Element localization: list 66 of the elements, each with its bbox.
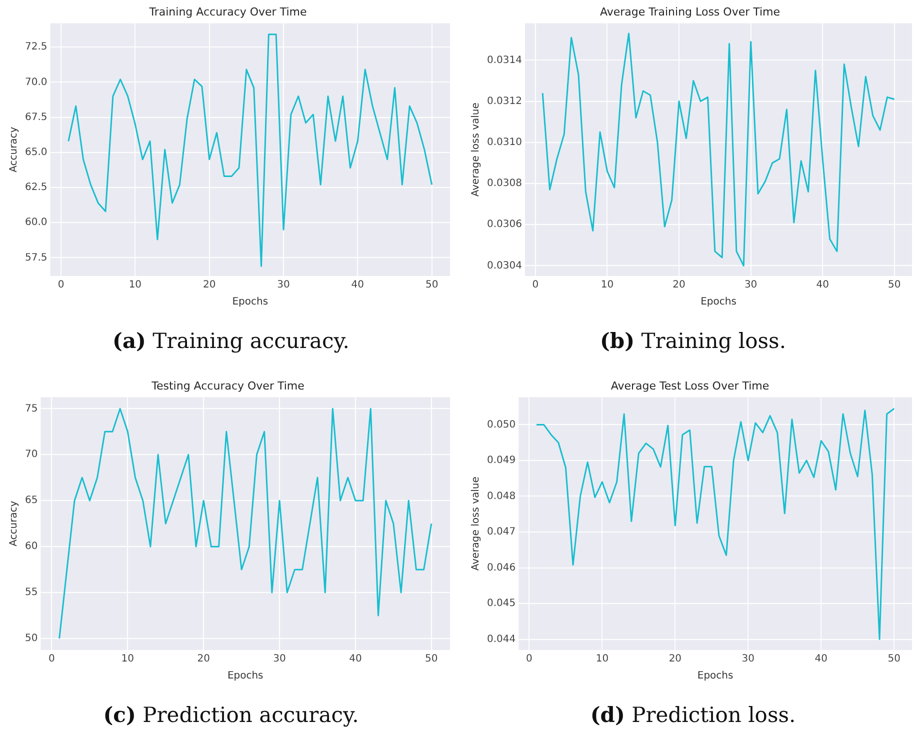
y-tick-label: 0.0306 (486, 219, 522, 230)
y-tick-label: 0.050 (486, 418, 516, 430)
x-tick-label: 10 (128, 280, 142, 291)
x-tick-label: 20 (672, 280, 686, 291)
chart-title: Average Training Loss Over Time (600, 5, 780, 18)
y-tick-label: 70 (24, 448, 38, 460)
y-tick-label: 0.0308 (486, 178, 522, 190)
text: (c) Prediction accuracy. (103, 702, 359, 726)
x-tick-label: 10 (596, 653, 609, 664)
x-tick-label: 30 (742, 653, 755, 664)
y-tick-label: 60 (24, 540, 38, 552)
y-axis-title: Average loss value (470, 476, 482, 570)
y-tick-label: 55 (24, 586, 38, 598)
y-tick-label: 57.5 (25, 252, 48, 264)
y-tick-label: 0.0312 (486, 96, 522, 107)
y-tick-label: 60.0 (25, 217, 48, 228)
x-axis-title: Epochs (700, 296, 736, 308)
x-tick-label: 40 (816, 280, 829, 291)
x-tick-label: 30 (277, 280, 290, 291)
y-tick-label: 72.5 (25, 42, 48, 53)
chart-title: Training Accuracy Over Time (148, 5, 307, 18)
x-tick-label: 50 (888, 653, 900, 664)
text: (d) Prediction loss. (590, 702, 796, 726)
y-axis-title: Accuracy (8, 126, 20, 172)
y-tick-label: 0.047 (486, 526, 516, 538)
x-tick-label: 30 (744, 280, 758, 291)
y-tick-label: 0.045 (486, 598, 516, 609)
y-tick-label: 0.0310 (486, 137, 522, 148)
x-tick-label: 20 (202, 280, 216, 291)
y-tick-label: 0.049 (486, 454, 516, 466)
y-tick-label: 70.0 (25, 76, 48, 88)
x-tick-label: 0 (526, 653, 532, 664)
x-tick-label: 50 (888, 280, 901, 291)
x-tick-label: 0 (48, 653, 55, 664)
y-tick-label: 65 (24, 494, 38, 506)
chart-title: Testing Accuracy Over Time (150, 378, 305, 392)
x-tick-label: 50 (425, 653, 438, 664)
x-tick-label: 30 (273, 653, 286, 664)
chart-title: Average Test Loss Over Time (610, 378, 770, 392)
y-tick-label: 0.044 (486, 633, 516, 644)
y-tick-label: 0.048 (486, 490, 516, 502)
x-axis-title: Epochs (227, 670, 264, 682)
x-tick-label: 20 (668, 653, 682, 664)
text: (b) Training loss. (600, 328, 786, 353)
x-axis-title: Epochs (232, 296, 268, 308)
x-tick-label: 50 (425, 280, 438, 291)
x-tick-label: 40 (349, 653, 362, 664)
y-tick-label: 75 (24, 402, 38, 414)
y-tick-label: 0.0304 (486, 260, 522, 272)
y-tick-label: 0.046 (486, 562, 516, 573)
x-tick-label: 10 (600, 280, 614, 291)
x-axis-title: Epochs (697, 670, 734, 682)
y-axis-title: Average loss value (470, 102, 482, 197)
x-tick-label: 40 (814, 653, 828, 664)
y-axis-title: Accuracy (8, 500, 20, 546)
y-tick-label: 65.0 (25, 147, 48, 158)
y-tick-label: 50 (24, 632, 38, 644)
x-tick-label: 0 (58, 280, 64, 291)
y-tick-label: 0.0314 (486, 54, 522, 66)
text: (a) Training accuracy. (112, 328, 350, 353)
y-tick-label: 67.5 (25, 112, 48, 123)
y-tick-label: 62.5 (25, 182, 48, 194)
x-tick-label: 0 (532, 280, 539, 291)
x-tick-label: 10 (121, 653, 134, 664)
x-tick-label: 20 (197, 653, 210, 664)
x-tick-label: 40 (351, 280, 364, 291)
